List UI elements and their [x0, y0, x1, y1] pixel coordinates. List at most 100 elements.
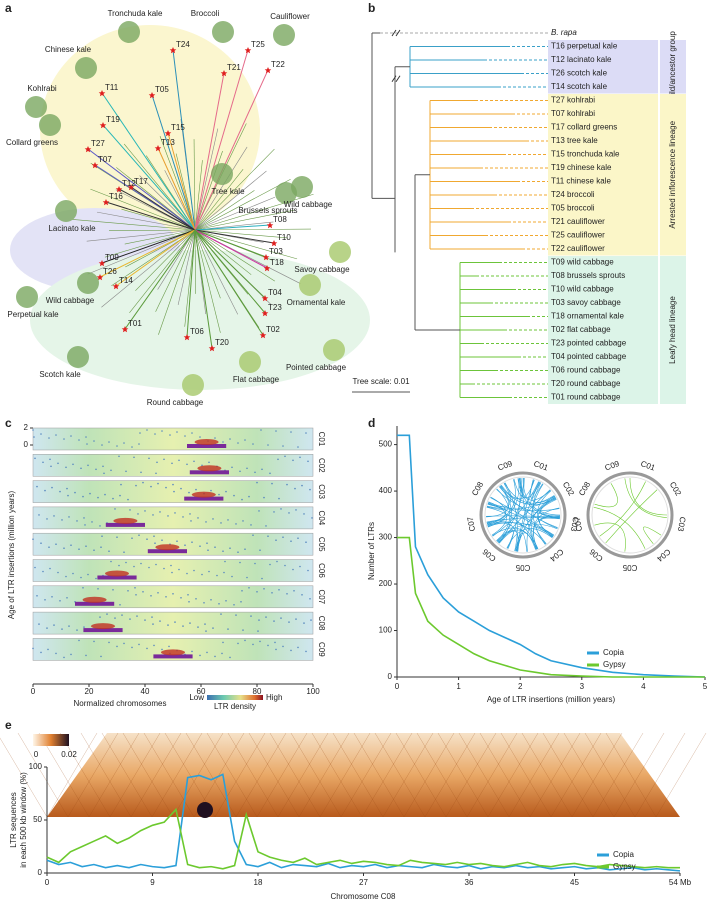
- density-peak: [161, 649, 185, 656]
- y-axis-label: Number of LTRs: [367, 522, 376, 580]
- density-dot: [201, 464, 203, 467]
- density-dot: [280, 617, 282, 619]
- x-tick-label: 60: [197, 687, 206, 696]
- density-dot: [76, 629, 78, 631]
- density-dot: [299, 456, 301, 459]
- branch: [159, 136, 196, 231]
- density-dot: [159, 620, 161, 622]
- branch: [194, 229, 196, 294]
- sample-label: T16: [109, 192, 123, 201]
- branch: [194, 72, 225, 231]
- group-label: Tree kale: [211, 187, 245, 196]
- density-dot: [169, 434, 171, 436]
- hic-stripe: [466, 732, 518, 818]
- colorbar-high: High: [266, 693, 282, 702]
- density-dot: [307, 569, 309, 572]
- density-dot: [133, 565, 135, 568]
- density-dot: [148, 457, 150, 460]
- density-dot: [59, 600, 61, 602]
- density-dot: [116, 445, 118, 447]
- sample-label: T20: [215, 338, 229, 347]
- plant-photo: [211, 163, 233, 185]
- density-dot: [229, 438, 231, 440]
- circos-label: C02: [668, 480, 683, 498]
- plant-photo: [239, 351, 261, 373]
- density-dot: [205, 630, 207, 632]
- density-dot: [269, 563, 271, 566]
- sample-label: T19: [106, 115, 120, 124]
- circos-link: [506, 528, 553, 549]
- hic-stripe: [277, 732, 329, 818]
- density-dot: [80, 467, 82, 470]
- branch: [115, 229, 196, 287]
- density-dot: [119, 494, 121, 497]
- density-dot: [165, 486, 167, 489]
- density-dot: [123, 551, 125, 553]
- plant-photo: [329, 241, 351, 263]
- hic-stripe: [542, 732, 594, 818]
- branch: [158, 229, 196, 335]
- branch: [135, 229, 196, 291]
- leaf-label: T14 scotch kale: [551, 82, 608, 91]
- density-dot: [114, 508, 116, 510]
- hic-stripe: [458, 732, 510, 818]
- density-dot: [311, 517, 313, 519]
- density-dot: [82, 495, 84, 498]
- sample-star: [208, 345, 216, 352]
- centromere: [153, 654, 193, 659]
- density-dot: [288, 621, 290, 623]
- density-dot: [193, 569, 195, 572]
- hic-stripe: [479, 732, 531, 818]
- hic-stripe: [227, 732, 279, 818]
- density-dot: [151, 616, 153, 618]
- sample-label: T21: [227, 63, 241, 72]
- sample-star: [148, 92, 156, 99]
- sample-star: [154, 145, 162, 152]
- density-dot: [265, 525, 267, 527]
- density-dot: [85, 545, 87, 547]
- density-dot: [267, 535, 269, 537]
- hic-stripe: [487, 732, 539, 818]
- group-label: Round cabbage: [147, 398, 204, 407]
- density-dot: [205, 521, 207, 523]
- density-dot: [170, 564, 172, 567]
- branch: [90, 188, 196, 231]
- hic-stripe: [529, 732, 581, 818]
- density-dot: [61, 628, 63, 630]
- scale-label: Tree scale: 0.01: [352, 377, 410, 386]
- density-dot: [161, 648, 163, 651]
- density-dot: [294, 487, 296, 490]
- plant-photo: [273, 24, 295, 46]
- sample-star: [266, 222, 274, 229]
- density-dot: [42, 570, 44, 573]
- hic-stripe: [550, 732, 602, 818]
- sample-label: T13: [161, 138, 175, 147]
- density-dot: [171, 571, 173, 574]
- density-dot: [101, 535, 103, 537]
- branch: [129, 229, 196, 314]
- branch: [86, 229, 196, 242]
- density-dot: [51, 596, 53, 598]
- sample-star: [264, 67, 272, 74]
- density-dot: [93, 549, 95, 551]
- branch: [184, 229, 196, 327]
- density-dot: [173, 490, 175, 493]
- branch: [194, 229, 264, 336]
- density-dot: [174, 512, 176, 514]
- density-dot: [40, 542, 42, 544]
- circos-label: C06: [587, 547, 604, 564]
- density-dot: [273, 620, 275, 622]
- density-dot: [235, 614, 237, 616]
- hic-stripe: [584, 732, 636, 818]
- density-dot: [95, 468, 97, 471]
- circos-label: C08: [577, 480, 592, 498]
- density-dot: [201, 573, 203, 576]
- hic-stripe: [59, 732, 111, 818]
- density-dot: [309, 598, 311, 600]
- density-dot: [142, 591, 144, 593]
- density-dot: [220, 522, 222, 524]
- branch: [194, 229, 267, 258]
- density-dot: [172, 593, 174, 595]
- sample-star: [84, 146, 92, 153]
- sample-star: [121, 326, 129, 333]
